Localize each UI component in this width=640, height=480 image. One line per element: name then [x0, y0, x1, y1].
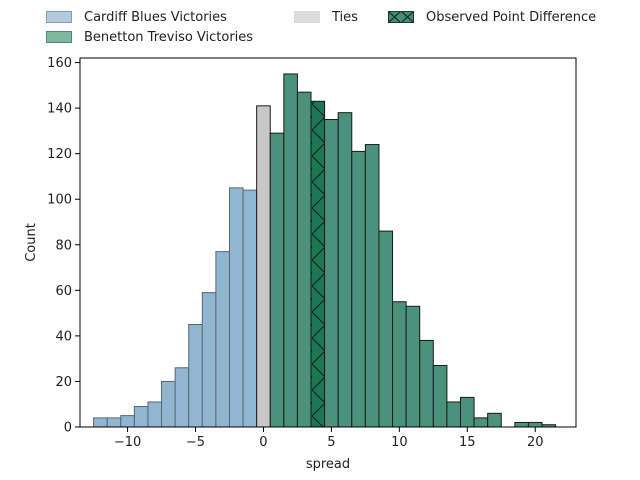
legend-label-benetton: Benetton Treviso Victories — [84, 29, 254, 45]
x-tick-label: 15 — [459, 435, 476, 450]
bar-benetton-18 — [337, 112, 353, 428]
legend-swatch-observed — [388, 11, 414, 23]
bar-benetton-31 — [527, 421, 543, 428]
legend-entry-ties: Ties — [294, 8, 358, 26]
y-tick-label: 80 — [55, 238, 72, 253]
legend-swatch-benetton — [46, 31, 72, 43]
bar-benetton-30 — [514, 421, 529, 428]
legend-entry-benetton: Benetton Treviso Victories — [46, 28, 253, 46]
legend-swatch-ties — [294, 11, 320, 23]
bar-cardiff-0 — [93, 417, 108, 428]
chart-legend: Cardiff Blues Victories Benetton Treviso… — [0, 6, 640, 46]
bar-benetton-17 — [324, 119, 339, 428]
bar-benetton-26 — [446, 401, 461, 428]
x-axis-label: spread — [306, 457, 350, 472]
bar-cardiff-8 — [201, 292, 217, 428]
legend-entry-observed: Observed Point Difference — [388, 8, 596, 26]
legend-hatch-icon — [389, 12, 413, 22]
bar-cardiff-10 — [228, 187, 244, 428]
y-tick-label: 140 — [47, 102, 72, 117]
bar-benetton-21 — [378, 230, 394, 428]
bar-benetton-23 — [405, 305, 421, 428]
y-tick-label: 120 — [47, 147, 72, 162]
y-tick-label: 160 — [47, 56, 72, 71]
bar-benetton-19 — [351, 150, 366, 428]
bar-cardiff-7 — [188, 324, 203, 428]
x-tick-label: 5 — [327, 435, 335, 450]
bar-benetton-28 — [473, 417, 489, 428]
y-axis: 0 20 40 60 80 100 120 140 160 — [47, 56, 80, 436]
x-tick-label: 20 — [527, 435, 544, 450]
bar-cardiff-1 — [106, 417, 122, 428]
bar-cardiff-5 — [161, 380, 176, 428]
bar-ties-12 — [256, 105, 271, 428]
bar-cardiff-9 — [215, 251, 230, 428]
bar-benetton-27 — [459, 396, 475, 428]
bar-benetton-24 — [419, 339, 434, 428]
bar-cardiff-3 — [133, 406, 149, 428]
bar-observed-hatch — [311, 101, 325, 428]
x-axis: −10 −5 0 5 10 15 20 — [114, 427, 544, 450]
bar-benetton-29 — [487, 412, 502, 428]
bar-benetton-20 — [364, 144, 380, 428]
legend-label-cardiff: Cardiff Blues Victories — [84, 9, 227, 25]
x-tick-label: 10 — [391, 435, 408, 450]
histogram-bars — [93, 73, 557, 428]
bar-cardiff-11 — [242, 189, 258, 428]
plot-frame — [79, 57, 577, 428]
legend-entry-cardiff: Cardiff Blues Victories — [46, 8, 227, 26]
y-tick-label: 0 — [64, 421, 72, 436]
bar-benetton-22 — [392, 301, 407, 428]
y-tick-label: 20 — [55, 375, 72, 390]
x-tick-label: −5 — [186, 435, 205, 450]
y-tick-label: 60 — [55, 284, 72, 299]
bar-benetton-25 — [432, 365, 448, 428]
bar-cardiff-2 — [120, 415, 135, 428]
bar-cardiff-4 — [147, 401, 163, 428]
x-tick-label: 0 — [259, 435, 267, 450]
legend-label-observed: Observed Point Difference — [426, 9, 597, 25]
legend-label-ties: Ties — [332, 9, 358, 25]
y-tick-label: 40 — [55, 329, 72, 344]
bar-benetton-15 — [296, 91, 312, 428]
y-tick-label: 100 — [47, 193, 72, 208]
bar-benetton-13 — [269, 132, 285, 428]
x-tick-label: −10 — [114, 435, 141, 450]
y-axis-label: Count — [24, 223, 39, 262]
bar-cardiff-6 — [174, 367, 190, 428]
bar-benetton-14 — [283, 73, 298, 428]
legend-swatch-cardiff — [46, 11, 72, 23]
